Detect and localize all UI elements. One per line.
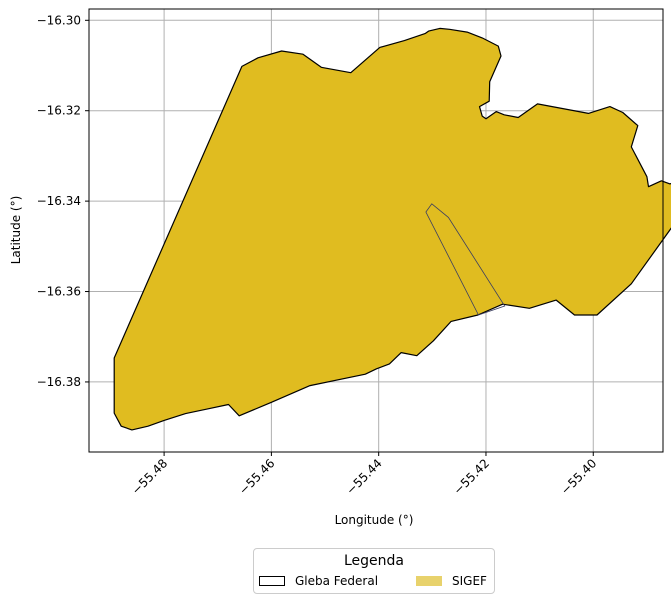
legend-swatch-sigef (416, 576, 442, 586)
x-tick-label: −55.44 (343, 456, 384, 497)
map-shapes (113, 27, 671, 431)
y-tick-label: −16.30 (37, 13, 81, 27)
legend-entry-gleba: Gleba Federal (259, 574, 378, 588)
legend-swatch-gleba (259, 576, 285, 586)
legend-entry-sigef: SIGEF (416, 574, 487, 588)
x-tick-label: −55.40 (558, 456, 599, 497)
y-ticks: −16.30 −16.32 −16.34 −16.36 −16.38 (37, 13, 89, 389)
legend-label-sigef: SIGEF (452, 574, 487, 588)
legend-label-gleba: Gleba Federal (295, 574, 379, 588)
legend-title: Legenda (343, 553, 404, 569)
y-tick-label: −16.34 (37, 194, 81, 208)
y-tick-label: −16.38 (37, 375, 81, 389)
x-tick-label: −55.46 (236, 456, 277, 497)
y-tick-label: −16.32 (37, 104, 81, 118)
plot-frame (88, 8, 664, 453)
y-axis-label: Latitude (°) (9, 196, 23, 265)
gleba-federal-polygon (113, 27, 671, 431)
x-tick-label: −55.48 (129, 456, 170, 497)
x-tick-label: −55.38 (665, 456, 671, 497)
x-ticks: −55.48 −55.46 −55.44 −55.42 −55.40 −55.38 (129, 452, 671, 498)
x-tick-label: −55.42 (451, 456, 492, 497)
x-axis-label: Longitude (°) (335, 513, 414, 527)
y-tick-label: −16.36 (37, 285, 81, 299)
sigef-inner-polygon (425, 203, 506, 316)
legend: Legenda Gleba Federal SIGEF (253, 548, 495, 594)
